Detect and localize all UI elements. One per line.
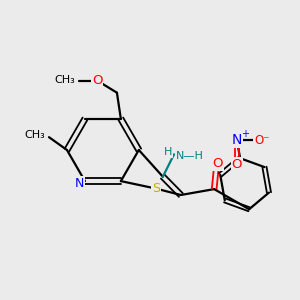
Text: O: O (212, 157, 223, 170)
Text: CH₃: CH₃ (54, 75, 75, 85)
Text: O: O (232, 158, 242, 172)
Text: CH₃: CH₃ (25, 130, 46, 140)
Text: H: H (164, 147, 172, 157)
Text: N—H: N—H (176, 151, 203, 161)
Text: +: + (241, 129, 249, 139)
Text: O: O (92, 74, 102, 86)
Text: N: N (232, 133, 242, 147)
Text: S: S (152, 182, 160, 195)
Text: N: N (75, 177, 84, 190)
Text: O⁻: O⁻ (254, 134, 269, 147)
